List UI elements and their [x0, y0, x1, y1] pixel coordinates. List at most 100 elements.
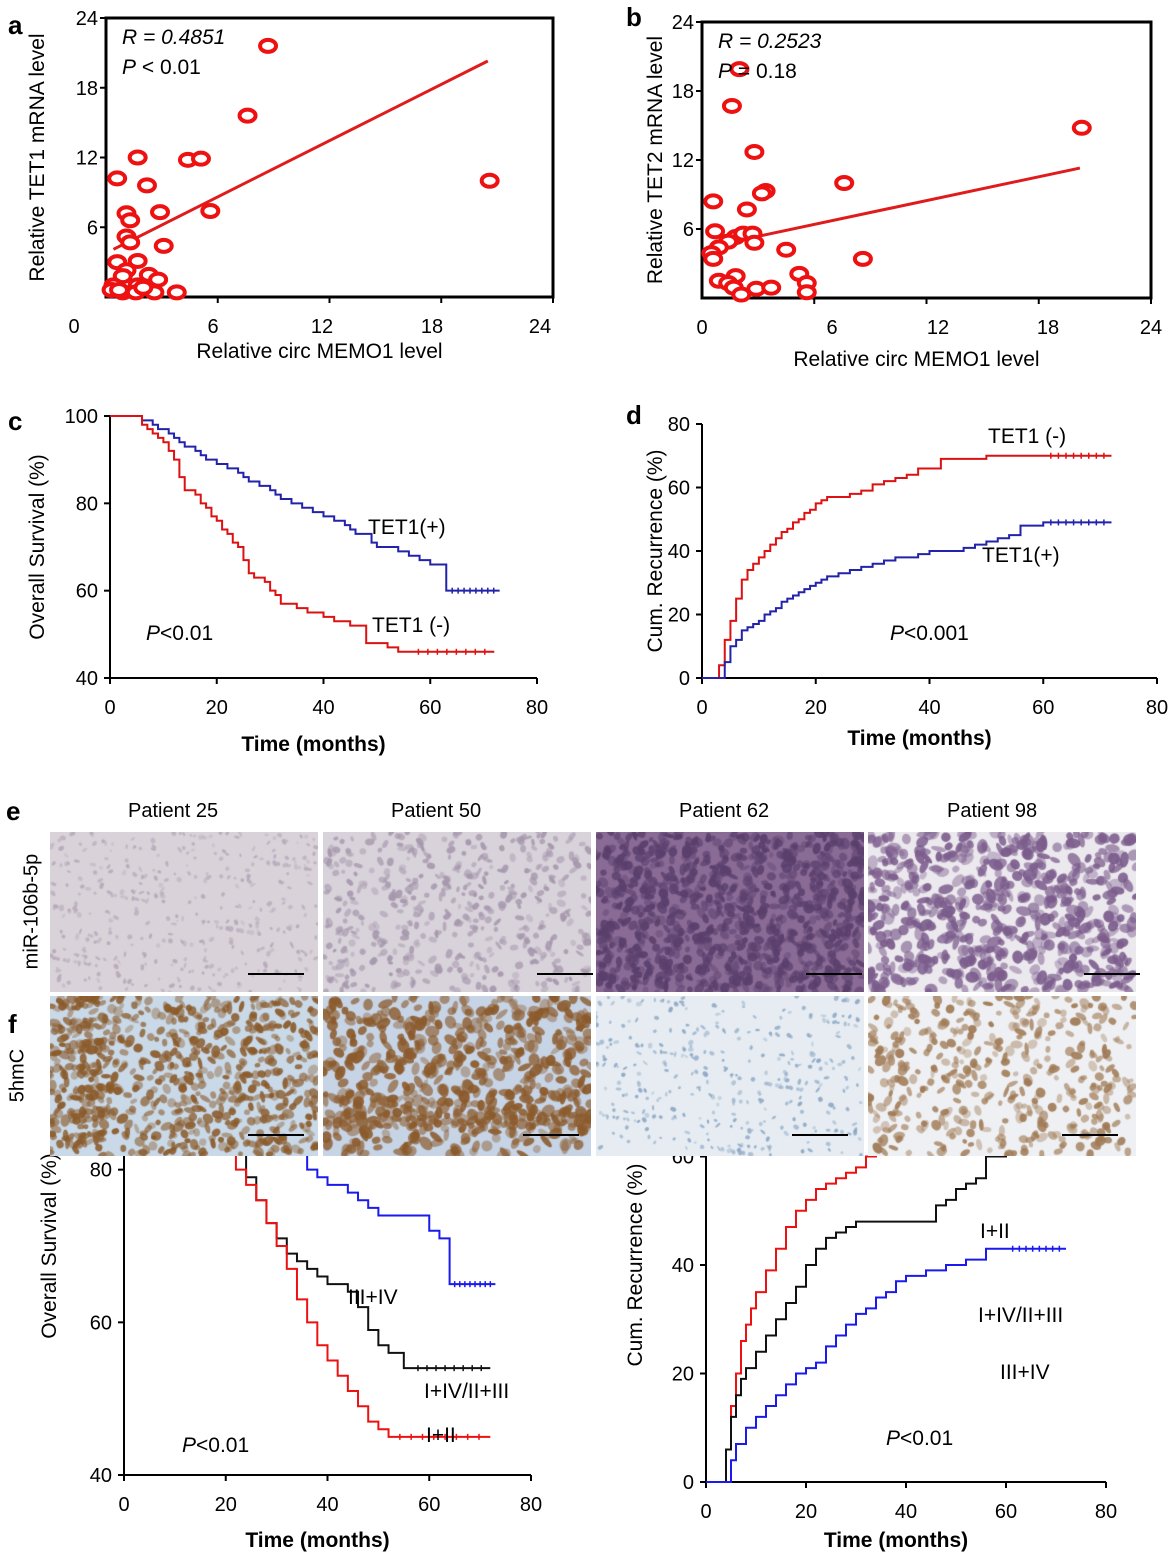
- y-tick-label: 24: [76, 8, 98, 30]
- tissue-texture: [323, 832, 591, 992]
- data-point: [736, 201, 757, 218]
- curve-label: I+IV/II+III: [424, 1380, 509, 1403]
- x-tick-label: 6: [826, 317, 837, 339]
- data-point: [190, 150, 211, 167]
- y-tick-label: 80: [76, 493, 98, 515]
- y-axis-label: Relative TET1 mRNA level: [26, 33, 49, 281]
- data-point: [150, 204, 171, 221]
- x-tick-label: 60: [419, 697, 441, 719]
- patient-label: Patient 62: [679, 800, 770, 822]
- data-point: [776, 241, 797, 258]
- tissue-texture: [323, 996, 591, 1156]
- panel-letter-b: b: [626, 2, 642, 32]
- panel-letter-c: c: [8, 406, 22, 436]
- data-point: [705, 223, 726, 240]
- y-tick-label: 6: [683, 219, 694, 241]
- micrograph-5hmc-1: [50, 996, 318, 1156]
- curve-label: TET1 (-): [988, 425, 1066, 448]
- tissue-texture: [596, 996, 864, 1156]
- data-point: [136, 177, 157, 194]
- x-tick-label: 40: [918, 697, 940, 719]
- x-tick-label: 0: [118, 1494, 129, 1516]
- chart-b: b 0 6 12 18 24 6 12 18 24 Relative circ MEMO1 leve…: [626, 2, 1162, 371]
- data-point: [744, 234, 765, 251]
- series-line: [702, 521, 1112, 679]
- y-tick-label: 40: [76, 668, 98, 690]
- r-statistic: R = 0.4851: [122, 26, 225, 49]
- data-point: [107, 170, 128, 187]
- y-tick-label: 6: [87, 217, 98, 239]
- micrograph-mir-4: [868, 832, 1136, 992]
- y-tick-label: 40: [668, 541, 690, 563]
- scale-bar: [537, 973, 593, 975]
- micrograph-5hmc-3: [596, 996, 864, 1156]
- x-tick-label: 80: [1095, 1501, 1117, 1523]
- data-point: [120, 212, 141, 229]
- x-tick-label: 0: [696, 317, 707, 339]
- x-tick-label: 40: [895, 1501, 917, 1523]
- y-tick-label: 20: [672, 1364, 694, 1386]
- y-tick-label: 60: [76, 581, 98, 603]
- x-tick-label: 40: [316, 1494, 338, 1516]
- x-tick-label: 0: [700, 1501, 711, 1523]
- data-point: [852, 250, 873, 267]
- chart-f: f020406080406080100Time (months)Overall …: [8, 1007, 542, 1552]
- x-tick-label: 12: [311, 316, 333, 338]
- data-point: [1071, 119, 1092, 136]
- y-tick-label: 24: [672, 12, 694, 34]
- x-tick-label: 6: [207, 316, 218, 338]
- x-tick-label: 12: [927, 317, 949, 339]
- tissue-texture: [868, 832, 1136, 992]
- row-label-5hmc: 5hmC: [6, 1048, 29, 1103]
- y-tick-label: 20: [668, 605, 690, 627]
- y-tick-label: 60: [668, 478, 690, 500]
- r-statistic: R = 0.2523: [718, 30, 822, 53]
- data-point: [744, 143, 765, 160]
- panel-letter-e: e: [6, 796, 21, 826]
- x-axis-label: Time (months): [245, 1529, 389, 1552]
- data-point: [127, 149, 148, 166]
- micrograph-5hmc-2: [323, 996, 591, 1156]
- x-tick-label: 0: [104, 697, 115, 719]
- curve-label: III+IV: [348, 1286, 398, 1309]
- y-tick-label: 0: [683, 1472, 694, 1494]
- x-axis-label: Time (months): [241, 733, 385, 756]
- y-tick-label: 80: [90, 1160, 112, 1182]
- p-value: P<0.01: [886, 1427, 953, 1450]
- p-statistic: P < 0.01: [122, 56, 201, 79]
- curve-label: TET1 (-): [372, 614, 450, 637]
- patient-label: Patient 25: [128, 800, 219, 822]
- y-axis-label: Cum. Recurrence (%): [644, 449, 667, 652]
- chart-d: d 0 20 40 60 80 0 20 40 60 80 Time (months) Cum. Rec…: [626, 400, 1168, 750]
- x-axis-label: Time (months): [847, 727, 991, 750]
- y-tick-label: 40: [90, 1465, 112, 1487]
- scale-bar: [1084, 973, 1140, 975]
- micrograph-mir-1: [50, 832, 318, 992]
- y-tick-label: 18: [672, 81, 694, 103]
- regression-line: [711, 166, 1081, 248]
- x-tick-label: 20: [795, 1501, 817, 1523]
- scale-bar: [523, 1134, 579, 1136]
- y-axis-label: Overall Survival (%): [38, 1153, 61, 1339]
- series-line: [702, 454, 1112, 679]
- patient-label: Patient 98: [947, 800, 1038, 822]
- curve-label: TET1(+): [982, 544, 1060, 567]
- p-value: P<0.01: [182, 1434, 249, 1457]
- x-axis-label: Time (months): [824, 1529, 968, 1552]
- scale-bar: [248, 973, 304, 975]
- y-tick-label: 80: [668, 414, 690, 436]
- y-axis-label: Cum. Recurrence (%): [624, 1163, 647, 1366]
- y-tick-label: 12: [76, 148, 98, 170]
- p-value: P<0.001: [890, 622, 969, 645]
- data-point: [731, 286, 752, 303]
- curve-label: III+IV: [1000, 1361, 1050, 1384]
- curve-label: I+II: [426, 1424, 456, 1447]
- x-tick-label: 80: [526, 697, 548, 719]
- x-tick-label: 80: [1146, 697, 1168, 719]
- micrograph-5hmc-4: [868, 996, 1136, 1156]
- data-point: [120, 234, 141, 251]
- y-tick-label: 100: [65, 406, 98, 428]
- curve-label: I+II: [980, 1220, 1010, 1243]
- data-point: [796, 284, 817, 301]
- data-point: [258, 37, 279, 54]
